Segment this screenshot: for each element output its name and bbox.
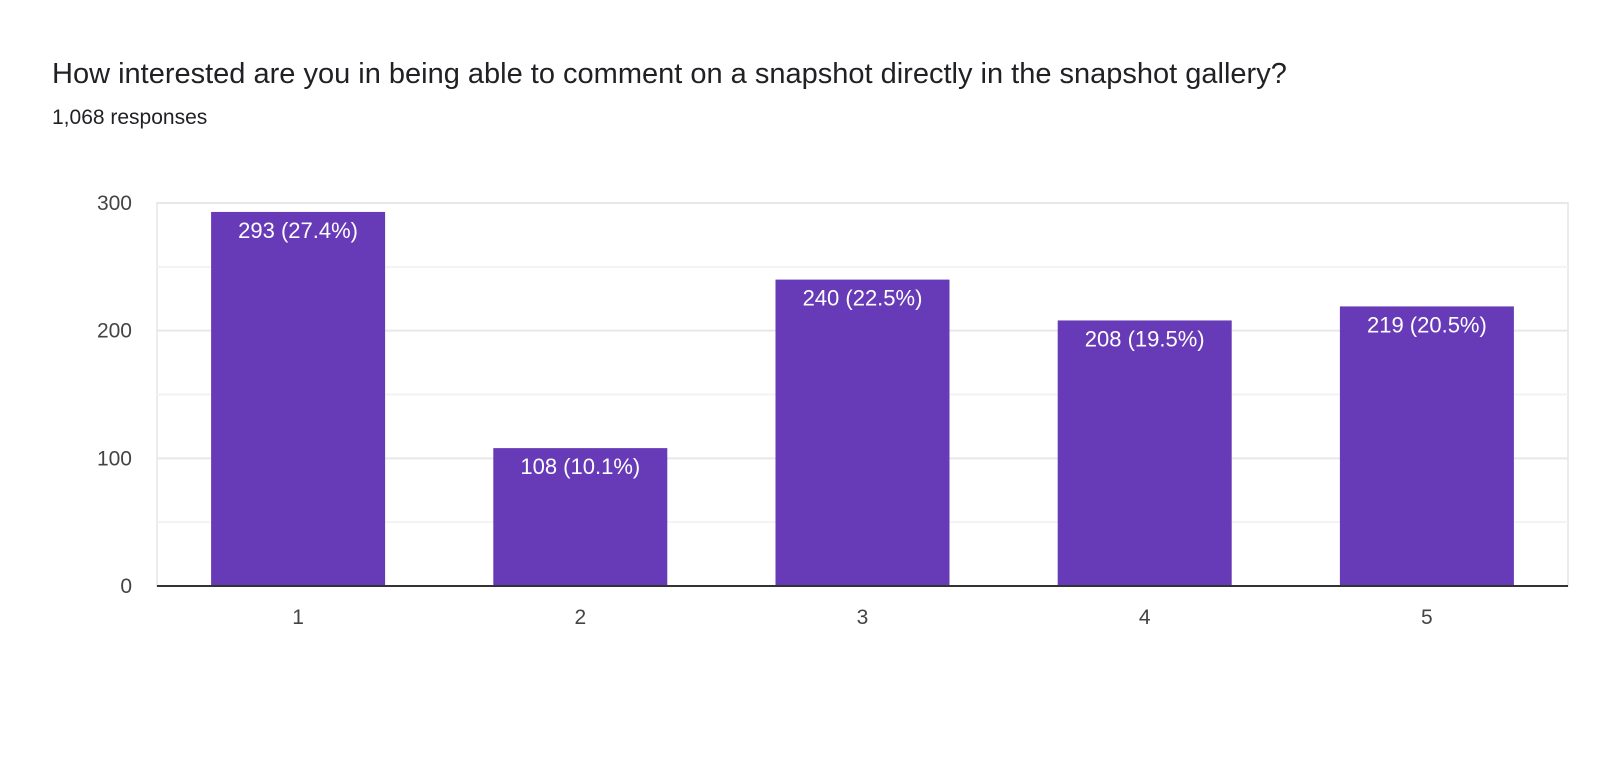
bar [211,211,386,587]
data-label: 240 (22.5%) [803,286,923,311]
x-tick-label: 2 [574,606,586,629]
y-tick-label: 200 [97,320,132,343]
y-tick-label: 100 [97,447,132,470]
bar [1339,306,1514,586]
x-tick-label: 1 [292,606,304,629]
y-tick-label: 300 [97,192,132,215]
data-label: 108 (10.1%) [520,454,640,479]
data-label: 219 (20.5%) [1367,312,1487,337]
data-label: 293 (27.4%) [238,218,358,243]
x-tick-label: 5 [1421,606,1433,629]
chart-title: How interested are you in being able to … [52,58,1287,90]
bar [1057,320,1232,586]
response-count: 1,068 responses [52,106,208,129]
bar [493,448,668,586]
x-tick-label: 4 [1139,606,1151,629]
x-tick-label: 3 [857,606,869,629]
bar [775,279,950,586]
y-tick-label: 0 [120,575,132,598]
data-label: 208 (19.5%) [1085,326,1205,351]
